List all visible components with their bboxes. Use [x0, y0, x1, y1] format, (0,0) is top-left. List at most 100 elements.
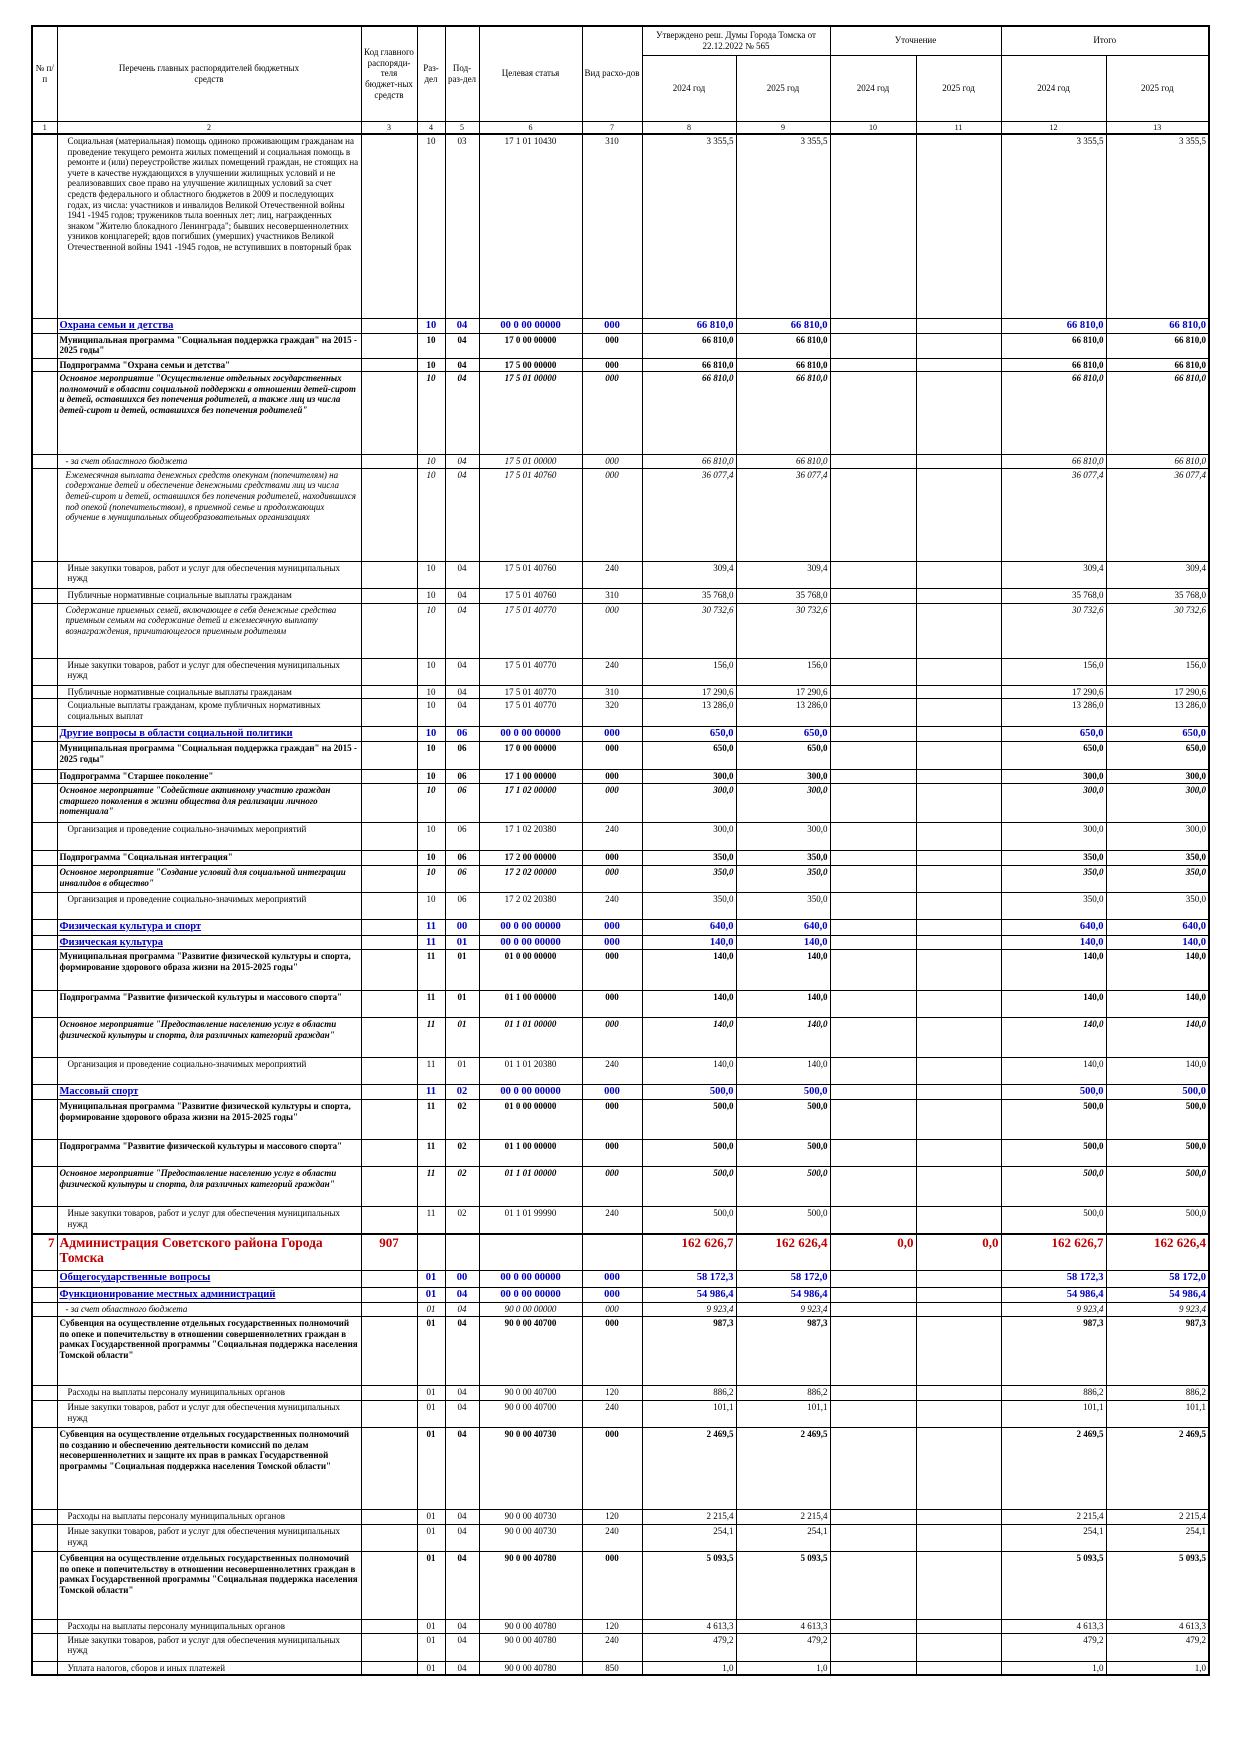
- cell: 17 2 02 00000: [478, 864, 583, 893]
- item-name: Организация и проведение социально-значи…: [56, 891, 362, 920]
- amount: 650,0: [1105, 741, 1210, 771]
- item-name: Основное мероприятие "Осуществление отде…: [56, 371, 362, 456]
- amount: 66 810,0: [641, 454, 737, 469]
- amount: 350,0: [641, 891, 737, 920]
- amount: [829, 1400, 917, 1429]
- amount: 54 986,4: [1000, 1287, 1107, 1304]
- cell: 04: [444, 1524, 480, 1553]
- amount: [915, 1206, 1002, 1235]
- cell: 11: [416, 949, 446, 992]
- amount: 140,0: [641, 949, 737, 992]
- amount: 479,2: [1000, 1632, 1107, 1662]
- cell: 17 0 00 00000: [478, 332, 583, 359]
- amount: 66 810,0: [1000, 357, 1107, 373]
- cell: 10: [416, 782, 446, 823]
- amount: 140,0: [641, 1017, 737, 1059]
- amount: 987,3: [1105, 1316, 1210, 1387]
- table-row: Подпрограмма "Развитие физической культу…: [31, 990, 1210, 1019]
- amount: [829, 1057, 917, 1086]
- amount: 66 810,0: [735, 317, 831, 334]
- amount: 300,0: [1105, 769, 1210, 784]
- cell: [360, 726, 418, 743]
- amount: 500,0: [1000, 1166, 1107, 1208]
- amount: 13 286,0: [1105, 698, 1210, 728]
- amount: 30 732,6: [1000, 602, 1107, 659]
- cell: [360, 769, 418, 784]
- amount: 140,0: [1000, 1017, 1107, 1059]
- cell: 11: [416, 1017, 446, 1059]
- cell: [31, 560, 58, 589]
- cell: 850: [581, 1660, 643, 1676]
- cell: 17 5 01 00000: [478, 454, 583, 469]
- amount: [829, 726, 917, 743]
- cell: [360, 918, 418, 936]
- amount: 4 613,3: [1000, 1619, 1107, 1634]
- amount: [829, 1017, 917, 1059]
- cell: [31, 1166, 58, 1208]
- cell: 120: [581, 1385, 643, 1402]
- amount: 350,0: [1000, 891, 1107, 920]
- cell: 11: [416, 1057, 446, 1086]
- amount: [915, 891, 1002, 920]
- cell: [360, 990, 418, 1019]
- amount: 140,0: [735, 990, 831, 1019]
- amount: 54 986,4: [641, 1287, 737, 1304]
- cell: 00 0 00 00000: [478, 1287, 583, 1304]
- cell: [360, 1302, 418, 1318]
- cell: 06: [444, 864, 480, 893]
- amount: 640,0: [1105, 918, 1210, 936]
- item-name: Другие вопросы в области социальной поли…: [56, 726, 362, 743]
- cell: 240: [581, 891, 643, 920]
- amount: [829, 1084, 917, 1101]
- cell: 01: [416, 1400, 446, 1429]
- amount: 140,0: [1105, 934, 1210, 951]
- item-name: Подпрограмма "Развитие физической культу…: [56, 990, 362, 1019]
- cell: 00 0 00 00000: [478, 918, 583, 936]
- item-name: Администрация Советского района Города Т…: [56, 1233, 362, 1272]
- cell: [360, 864, 418, 893]
- amount: [829, 357, 917, 373]
- amount: 3 355,5: [1105, 133, 1210, 319]
- item-name: Социальные выплаты гражданам, кроме публ…: [56, 698, 362, 728]
- item-name: Массовый спорт: [56, 1084, 362, 1101]
- cell: 310: [581, 133, 643, 319]
- amount: 58 172,0: [735, 1270, 831, 1289]
- amount: 54 986,4: [1105, 1287, 1210, 1304]
- cell: 10: [416, 467, 446, 562]
- amount: 3 355,5: [1000, 133, 1107, 319]
- cell: 10: [416, 454, 446, 469]
- item-name: Физическая культура и спорт: [56, 918, 362, 936]
- cell: 000: [581, 1084, 643, 1101]
- cell: 01: [416, 1316, 446, 1387]
- cell: [31, 1057, 58, 1086]
- amount: 886,2: [641, 1385, 737, 1402]
- amount: 2 469,5: [1105, 1427, 1210, 1511]
- cell: [478, 1233, 583, 1272]
- cell: 10: [416, 864, 446, 893]
- amount: 17 290,6: [1000, 684, 1107, 700]
- item-name: Основное мероприятие "Содействие активно…: [56, 782, 362, 823]
- cell: 000: [581, 1270, 643, 1289]
- amount: 36 077,4: [641, 467, 737, 562]
- cell: 06: [444, 741, 480, 771]
- amount: [829, 891, 917, 920]
- amount: 300,0: [641, 769, 737, 784]
- amount: [829, 560, 917, 589]
- cell: 000: [581, 371, 643, 456]
- amount: [829, 782, 917, 823]
- item-name: Социальная (материальная) помощь одиноко…: [56, 133, 362, 319]
- cell: 90 0 00 40730: [478, 1524, 583, 1553]
- cell: 17 5 01 40770: [478, 698, 583, 728]
- cell: 01 1 01 99990: [478, 1206, 583, 1235]
- amount: [829, 698, 917, 728]
- item-name: Иные закупки товаров, работ и услуг для …: [56, 1524, 362, 1553]
- column-number: 7: [581, 120, 643, 135]
- cell: 000: [581, 602, 643, 659]
- amount: 13 286,0: [641, 698, 737, 728]
- amount: 640,0: [735, 918, 831, 936]
- amount: [915, 698, 1002, 728]
- cell: 00: [444, 918, 480, 936]
- amount: [915, 849, 1002, 866]
- amount: [915, 1427, 1002, 1511]
- cell: 06: [444, 821, 480, 851]
